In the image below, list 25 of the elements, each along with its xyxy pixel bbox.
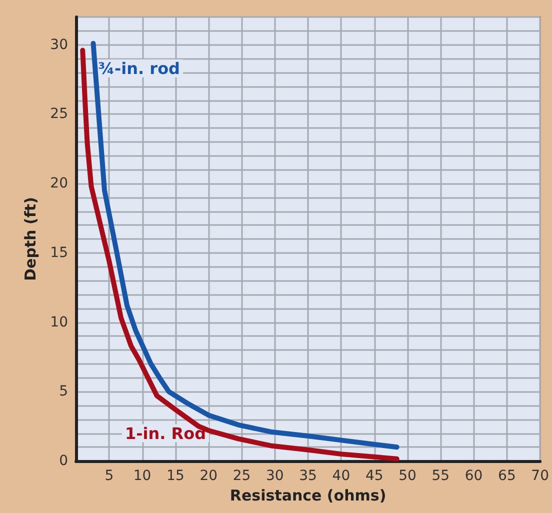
x-axis-title: Resistance (ohms): [230, 486, 386, 504]
x-tick-label: 65: [498, 468, 516, 484]
y-tick-label: 15: [50, 244, 68, 261]
x-tick-label: 5: [104, 468, 114, 484]
y-tick-label: 0: [59, 453, 68, 469]
series-label: ¾-in. rod: [98, 58, 180, 78]
y-tick-label: 5: [59, 384, 68, 400]
x-tick-label: 55: [432, 468, 450, 484]
x-tick-label: 40: [332, 468, 350, 484]
x-tick-label: 50: [398, 468, 416, 484]
x-tick-label: 25: [232, 468, 251, 484]
y-tick-label: 10: [50, 314, 68, 330]
series-label: 1-in. Rod: [124, 424, 206, 443]
x-tick-label: 20: [200, 468, 218, 484]
y-axis-title: Depth (ft): [22, 197, 40, 281]
x-tick-label: 70: [531, 468, 550, 484]
x-tick-label: 45: [365, 468, 384, 484]
y-tick-label: 30: [50, 36, 68, 53]
y-tick-label: 20: [50, 176, 68, 192]
x-tick-label: 30: [266, 468, 284, 484]
x-tick-label: 35: [299, 468, 317, 484]
x-tick-label: 15: [166, 468, 184, 484]
x-tick-label: 60: [464, 468, 483, 484]
x-tick-label: 10: [133, 468, 152, 484]
y-tick-label: 25: [50, 106, 68, 122]
